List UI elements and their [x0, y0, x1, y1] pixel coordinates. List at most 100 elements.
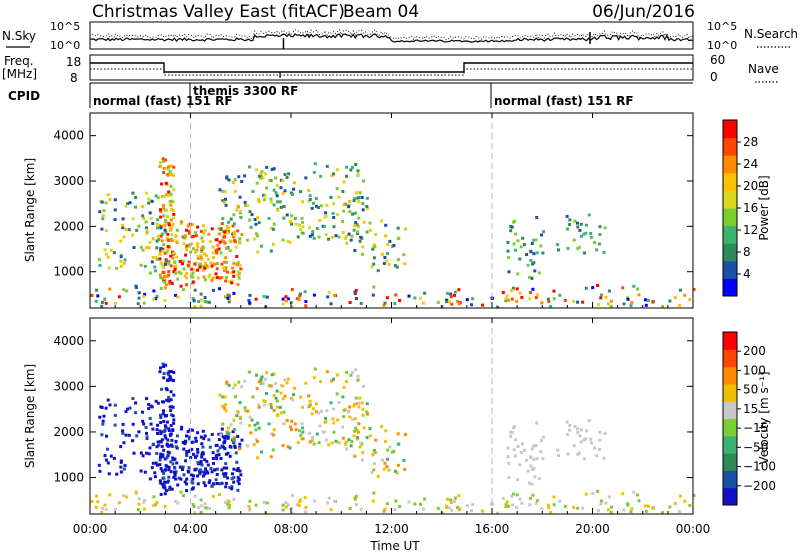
power-cell — [382, 261, 386, 265]
power-cell — [208, 273, 212, 277]
velocity-cell — [166, 379, 170, 383]
velocity-cell — [348, 405, 352, 409]
velocity-cell — [122, 494, 126, 498]
velocity-cell — [552, 503, 556, 507]
velocity-cell — [147, 452, 151, 456]
power-cell — [193, 249, 197, 253]
power-cell — [142, 301, 146, 305]
velocity-cell — [94, 505, 98, 509]
power-cell — [528, 297, 532, 301]
power-cell — [342, 180, 346, 184]
velocity-cell — [226, 432, 230, 436]
velocity-cell — [272, 408, 276, 412]
power-cell — [236, 204, 240, 208]
velocity-cell — [292, 393, 296, 397]
power-cell — [283, 189, 287, 193]
nsky-trace — [89, 33, 694, 43]
power-cell — [220, 262, 224, 266]
velocity-cell — [281, 384, 285, 388]
velocity-cell — [154, 399, 158, 403]
velocity-cell — [301, 426, 305, 430]
power-cell — [96, 294, 100, 298]
velocity-cell — [336, 418, 340, 422]
velocity-cell — [238, 469, 242, 473]
velocity-cell — [532, 467, 536, 470]
power-cell — [284, 299, 288, 303]
power-cell — [291, 193, 295, 196]
velocity-cell — [185, 477, 189, 481]
power-cell — [269, 197, 273, 201]
power-cell — [326, 295, 330, 299]
velocity-cell — [253, 423, 257, 427]
velocity-cell — [159, 415, 163, 419]
power-cell — [534, 296, 538, 300]
power-cell — [332, 172, 336, 176]
power-cell — [236, 229, 240, 233]
velocity-cell — [153, 475, 157, 479]
velocity-cell — [372, 468, 376, 472]
power-cell — [232, 270, 236, 274]
velocity-cell — [568, 423, 572, 427]
power-cell — [90, 294, 94, 297]
power-cell — [383, 301, 387, 305]
power-cell — [311, 201, 315, 205]
power-cell — [186, 263, 190, 267]
velocity-cell — [215, 482, 219, 485]
velocity-cell — [225, 466, 229, 470]
velocity-cell — [519, 451, 523, 454]
velocity-cell — [365, 410, 369, 414]
power-cell — [352, 199, 356, 203]
velocity-cell — [181, 468, 184, 471]
velocity-cell — [276, 405, 279, 409]
velocity-cell — [202, 437, 206, 441]
power-cell — [235, 255, 239, 258]
velocity-cell — [215, 443, 219, 447]
velocity-cell — [219, 457, 223, 460]
power-cell — [237, 175, 241, 179]
velocity-cell — [285, 381, 289, 385]
velocity-cell — [295, 503, 299, 507]
power-cell — [540, 301, 544, 305]
power-cell — [202, 231, 206, 235]
power-cell — [518, 291, 522, 295]
colorbar-cell — [723, 332, 737, 350]
velocity-cell — [167, 465, 171, 469]
velocity-cell — [668, 505, 672, 509]
velocity-cell — [311, 435, 315, 439]
power-cell — [239, 267, 243, 271]
velocity-cell — [227, 506, 231, 510]
velocity-cell — [402, 458, 406, 462]
velocity-cell — [348, 507, 352, 510]
velocity-cell — [222, 445, 225, 449]
power-cell — [222, 266, 226, 270]
velocity-cell — [191, 428, 194, 432]
velocity-cell — [156, 440, 160, 444]
velocity-cell — [247, 505, 251, 508]
velocity-cell — [185, 482, 189, 486]
velocity-cell — [154, 503, 158, 507]
velocity-cell — [207, 506, 211, 510]
power-cell — [541, 251, 545, 255]
power-cell — [172, 165, 176, 169]
velocity-cell — [386, 457, 389, 461]
velocity-cell — [186, 469, 190, 473]
velocity-cell — [565, 420, 569, 424]
velocity-cell — [185, 434, 188, 438]
power-cell — [496, 305, 499, 309]
nave-tick-top: 60 — [710, 53, 725, 67]
velocity-cell — [185, 489, 189, 493]
velocity-cell — [137, 502, 141, 506]
velocity-cell — [152, 503, 156, 507]
beam-label: Beam 04 — [343, 2, 419, 22]
power-cell — [107, 266, 111, 270]
velocity-cell — [525, 458, 529, 462]
velocity-cell — [173, 473, 177, 477]
velocity-cell — [199, 510, 203, 514]
power-cell — [164, 158, 168, 162]
velocity-cell — [178, 465, 182, 469]
velocity-cell — [549, 510, 553, 514]
velocity-cell — [385, 465, 389, 469]
velocity-cell — [173, 470, 176, 474]
power-cell — [327, 237, 331, 241]
